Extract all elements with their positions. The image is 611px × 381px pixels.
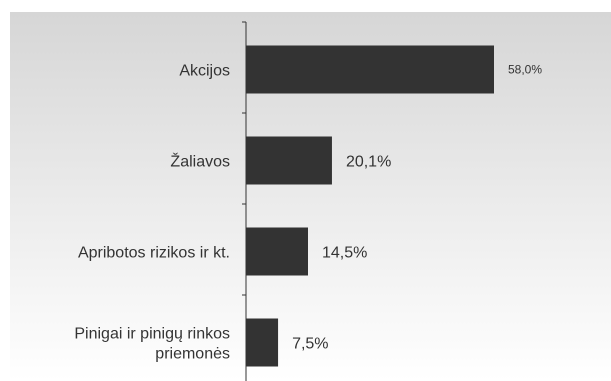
bar-2 <box>246 136 332 185</box>
bar-3 <box>246 227 308 276</box>
bar-4 <box>246 318 279 367</box>
data-label-2: 20,1% <box>346 154 391 171</box>
bar-1 <box>246 45 494 94</box>
data-label-4: 7,5% <box>292 336 328 353</box>
data-label-3: 14,5% <box>322 245 367 262</box>
category-label-4: Pinigai ir pinigų rinkos priemonės <box>74 326 230 363</box>
data-label-1: 58,0% <box>508 63 542 77</box>
category-label-3: Apribotos rizikos ir kt. <box>78 245 230 262</box>
category-label-2: Žaliavos <box>170 152 230 171</box>
category-label-1: Akcijos <box>179 63 230 80</box>
